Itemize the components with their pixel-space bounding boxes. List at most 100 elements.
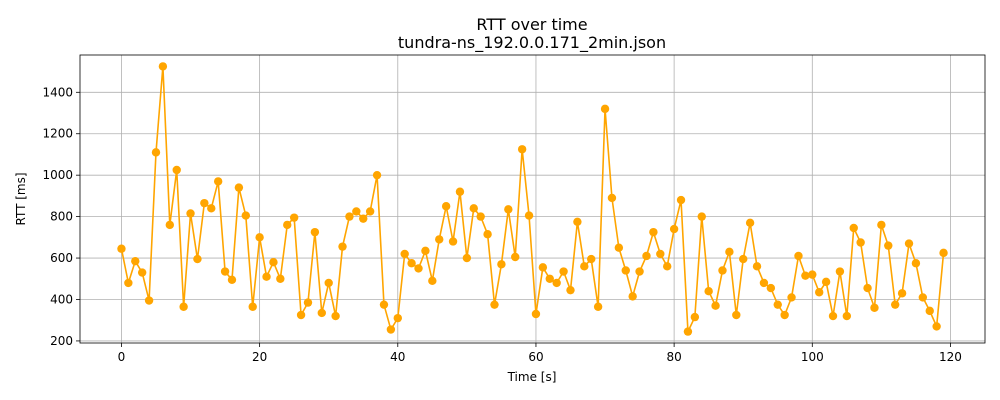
data-point — [365, 207, 375, 216]
data-point — [559, 267, 568, 276]
data-point — [144, 296, 154, 305]
data-point — [732, 310, 741, 320]
x-tick-label: 40 — [390, 350, 405, 364]
data-point — [697, 212, 706, 221]
data-point — [621, 266, 630, 275]
x-tick-label: 60 — [528, 350, 543, 364]
data-point — [359, 214, 368, 223]
data-point — [531, 309, 541, 319]
data-point — [863, 283, 872, 293]
data-point — [600, 104, 610, 114]
data-point — [131, 256, 140, 266]
data-point — [725, 247, 734, 257]
data-point — [828, 311, 838, 321]
data-point — [165, 220, 175, 230]
data-point — [462, 253, 472, 263]
data-point — [842, 311, 852, 321]
data-point — [614, 243, 624, 252]
data-point — [587, 254, 596, 264]
data-point — [884, 241, 893, 250]
data-point — [421, 246, 430, 255]
x-tick-label: 100 — [801, 350, 824, 364]
data-point — [393, 313, 402, 323]
data-point — [372, 170, 382, 180]
data-point — [593, 302, 603, 311]
data-point — [137, 268, 147, 277]
data-point — [310, 227, 320, 237]
data-point — [338, 242, 347, 251]
data-point — [504, 205, 513, 214]
axis-ticks: 0 20 40 60 80 100 120 200 400 600 800 1000 1200 1400 — [42, 85, 961, 364]
x-tick-label: 20 — [252, 350, 267, 364]
data-point — [773, 300, 782, 309]
data-point — [317, 308, 326, 318]
data-point — [124, 278, 133, 288]
data-point — [801, 271, 810, 280]
data-point — [220, 267, 230, 276]
data-point — [656, 249, 665, 259]
data-point — [269, 257, 278, 267]
y-axis-label: RTT [ms] — [14, 172, 28, 225]
data-point — [428, 276, 437, 286]
data-point — [435, 235, 444, 244]
data-point — [386, 325, 396, 334]
data-point — [511, 252, 520, 262]
data-point — [669, 224, 679, 234]
data-point — [172, 165, 181, 175]
data-point — [690, 312, 700, 322]
data-point — [911, 259, 921, 268]
data-point — [628, 292, 637, 301]
data-point — [545, 274, 554, 283]
y-tick-label: 1000 — [42, 168, 73, 182]
x-tick-label: 0 — [118, 350, 126, 364]
data-point — [213, 177, 223, 186]
data-point — [476, 212, 485, 221]
data-point — [255, 233, 264, 242]
data-point — [739, 254, 748, 264]
data-point — [469, 204, 478, 213]
data-point — [808, 270, 817, 279]
data-point — [455, 187, 465, 196]
data-point — [379, 300, 389, 309]
data-point — [158, 62, 168, 71]
data-point — [117, 244, 126, 253]
data-point — [663, 262, 672, 271]
y-tick-label: 1400 — [42, 85, 73, 99]
data-point — [296, 310, 306, 320]
grid-lines — [80, 55, 985, 343]
data-point — [324, 278, 333, 288]
data-point — [289, 213, 299, 222]
data-point — [331, 311, 340, 321]
data-point — [490, 300, 499, 309]
data-point — [414, 264, 423, 273]
chart-title: RTT over time — [476, 15, 587, 34]
data-point — [483, 230, 492, 239]
data-point — [517, 145, 527, 154]
y-tick-label: 200 — [50, 334, 73, 348]
chart-subtitle: tundra-ns_192.0.0.171_2min.json — [398, 33, 666, 53]
plot-area-frame — [79, 54, 986, 344]
data-point — [552, 278, 561, 288]
data-point — [179, 302, 188, 311]
data-point — [877, 220, 886, 230]
data-point — [580, 262, 589, 271]
data-point — [815, 288, 824, 297]
data-point — [904, 239, 914, 248]
data-point — [524, 211, 534, 220]
data-point — [352, 207, 361, 216]
x-tick-label: 120 — [939, 350, 962, 364]
data-point — [448, 237, 458, 246]
data-point — [849, 223, 858, 233]
data-point — [234, 183, 244, 192]
data-point — [400, 249, 409, 259]
data-point — [566, 285, 575, 295]
data-point — [821, 277, 831, 287]
data-point — [649, 227, 658, 237]
data-point — [262, 272, 271, 281]
data-point — [345, 212, 354, 221]
data-point — [207, 204, 216, 213]
data-point — [787, 293, 796, 302]
data-point — [759, 278, 769, 288]
data-point — [918, 293, 928, 302]
